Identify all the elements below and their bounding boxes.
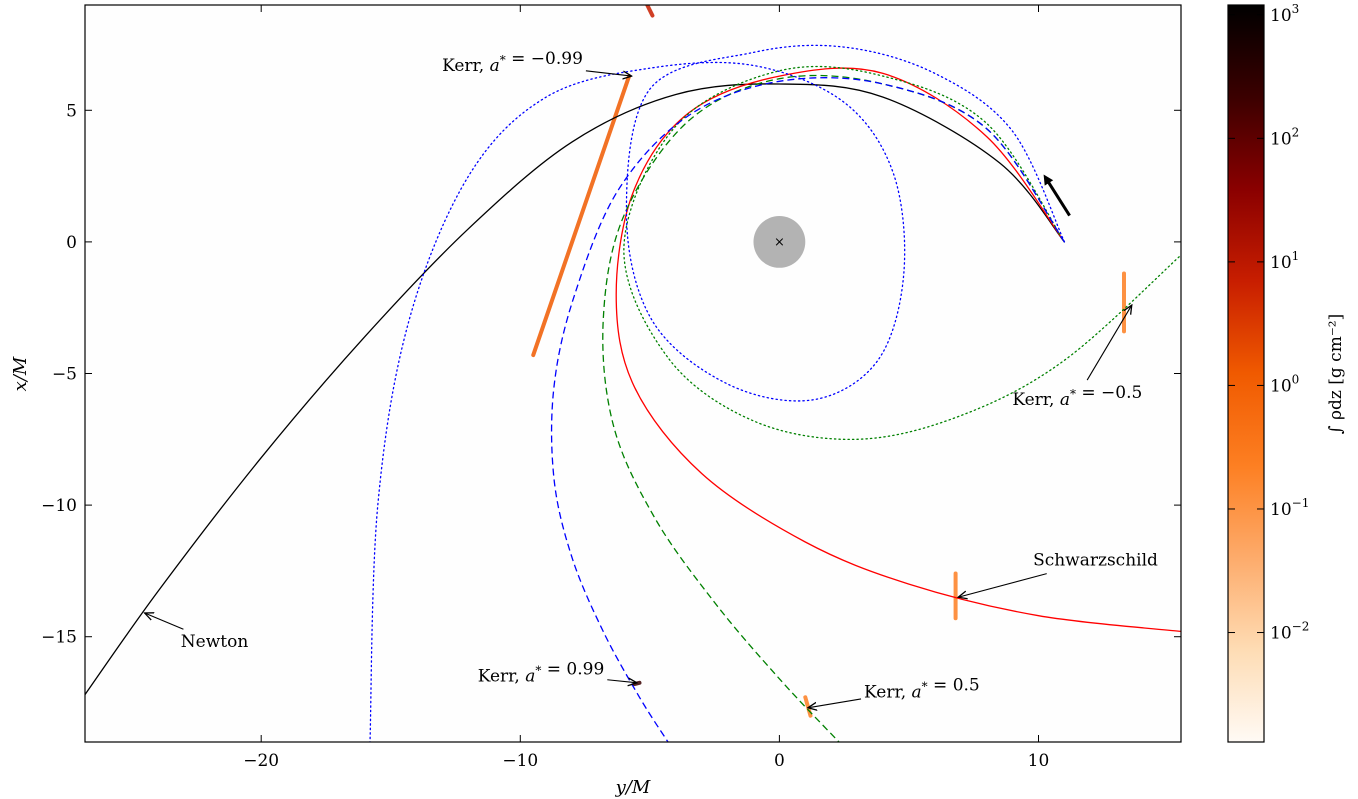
- annotation-arrow-1: [585, 70, 632, 76]
- colorbar: [1227, 4, 1265, 743]
- colorbar-ticks: 10−2 10−1 100 101 102 103: [1228, 2, 1309, 644]
- direction-arrowhead: [1043, 174, 1054, 186]
- x-tick-label-4: 10: [1028, 751, 1050, 771]
- x-axis-label: y/M: [615, 777, 651, 798]
- y-tick-label-5: −15: [41, 628, 77, 648]
- annotations: Kerr, a* = −0.99 Kerr, a* = −0.5 Schwarzsc…: [145, 49, 1158, 708]
- plot-area: [85, 5, 1181, 742]
- annotation-label-4: Newton: [181, 632, 249, 652]
- annotation-arrow-6: [808, 698, 862, 708]
- colorbar-tick-label-3: 100: [1270, 372, 1299, 396]
- density-blob-2: [645, 5, 655, 18]
- annotation-arrow-5: [607, 680, 637, 683]
- series-line-1: [85, 83, 1065, 695]
- series-line-2: [615, 67, 1181, 633]
- colorbar-tick-label-2: 10−1: [1270, 496, 1309, 520]
- series-line-3: [623, 65, 1181, 441]
- series-line-4: [602, 74, 1065, 742]
- y-tick-label-1: 5: [66, 101, 77, 121]
- y-axis-label: x/M: [10, 356, 31, 391]
- annotation-label-1: Kerr, a* = −0.99: [442, 49, 583, 76]
- density-blob-1: [531, 74, 632, 358]
- central-object: ×: [753, 174, 1071, 268]
- y-tick-label-2: 0: [66, 233, 77, 253]
- annotation-arrow-2: [1086, 305, 1132, 381]
- annotation-arrow-3: [958, 573, 1047, 598]
- direction-arrow: [1044, 177, 1071, 217]
- annotation-arrow-4: [145, 613, 184, 630]
- axis-ticks: −20 −10 0 10 5 0 −5 −10 −15: [41, 5, 1181, 771]
- central-object-disk: [753, 215, 806, 268]
- series-line-6: [550, 77, 1065, 742]
- annotation-label-5: Kerr, a* = 0.99: [478, 659, 605, 686]
- colorbar-tick-label-6: 103: [1270, 2, 1299, 26]
- y-tick-label-4: −10: [41, 496, 77, 516]
- orbit-series: [85, 44, 1181, 742]
- x-tick-label-1: −20: [243, 751, 279, 771]
- colorbar-label: ∫ ρdz [g cm⁻²]: [1326, 314, 1346, 434]
- x-tick-label-2: −10: [502, 751, 538, 771]
- annotation-label-3: Schwarzschild: [1033, 551, 1158, 571]
- annotation-label-2: Kerr, a* = −0.5: [1012, 383, 1142, 410]
- y-tick-label-3: −5: [52, 365, 77, 385]
- annotation-label-6: Kerr, a* = 0.5: [864, 675, 980, 702]
- central-object-marker: ×: [774, 235, 785, 250]
- colorbar-tick-label-1: 10−2: [1270, 620, 1309, 644]
- series-line-5: [369, 44, 1066, 742]
- colorbar-tick-label-4: 101: [1270, 249, 1299, 273]
- colorbar-tick-label-5: 102: [1270, 125, 1299, 149]
- x-tick-label-3: 0: [774, 751, 785, 771]
